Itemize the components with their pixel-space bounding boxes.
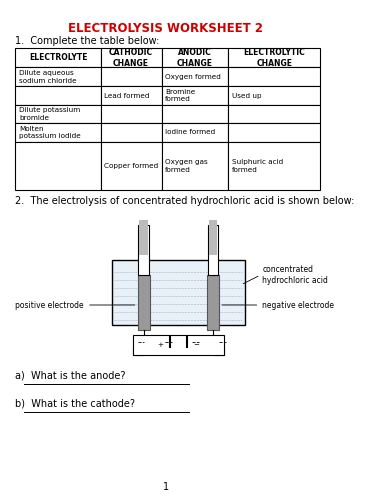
Text: CATHODIC
CHANGE: CATHODIC CHANGE (109, 48, 153, 68)
Text: Lead formed: Lead formed (104, 92, 150, 98)
Bar (229, 105, 320, 124)
Bar (162, 48, 229, 67)
Text: −: − (193, 342, 199, 348)
Bar (101, 124, 162, 142)
Text: Oxygen gas
formed: Oxygen gas formed (165, 159, 208, 172)
Text: b)  What is the cathode?: b) What is the cathode? (15, 398, 135, 408)
Bar (137, 275, 150, 330)
Text: positive electrode: positive electrode (15, 300, 135, 310)
Bar (133, 335, 223, 355)
Bar (229, 67, 320, 86)
Text: Molten
potassium iodide: Molten potassium iodide (19, 126, 81, 139)
Text: Oxygen formed: Oxygen formed (165, 74, 221, 80)
Text: +: + (157, 342, 163, 348)
Text: 1.  Complete the table below:: 1. Complete the table below: (15, 36, 160, 46)
Bar (162, 124, 229, 142)
Text: negative electrode: negative electrode (222, 300, 334, 310)
Bar (229, 48, 320, 67)
Text: a)  What is the anode?: a) What is the anode? (15, 370, 126, 380)
Bar (229, 142, 320, 190)
Text: ELECTROLYTE: ELECTROLYTE (29, 53, 87, 62)
Text: ELECTROLYSIS WORKSHEET 2: ELECTROLYSIS WORKSHEET 2 (68, 22, 263, 35)
Bar (15, 67, 101, 86)
Bar (15, 124, 101, 142)
Bar (101, 67, 162, 86)
Text: concentrated
hydrochloric acid: concentrated hydrochloric acid (262, 264, 328, 285)
Bar (101, 105, 162, 124)
Bar (229, 86, 320, 105)
Bar (162, 67, 229, 86)
Bar (139, 225, 149, 275)
Bar (101, 48, 162, 67)
Bar (15, 86, 101, 105)
Bar (101, 142, 162, 190)
Bar (162, 142, 229, 190)
Text: Dilute potassium
bromide: Dilute potassium bromide (19, 108, 80, 121)
Text: ELECTROLYTIC
CHANGE: ELECTROLYTIC CHANGE (243, 48, 305, 68)
Bar (139, 220, 148, 255)
Bar (209, 220, 217, 255)
Bar (101, 86, 162, 105)
Text: Copper formed: Copper formed (104, 163, 158, 169)
Bar (229, 124, 320, 142)
Bar (162, 86, 229, 105)
Bar (15, 48, 101, 67)
Text: Bromine
formed: Bromine formed (165, 89, 195, 102)
Bar (162, 105, 229, 124)
Bar (15, 105, 101, 124)
Text: 1: 1 (163, 482, 169, 492)
Bar (208, 225, 218, 275)
Text: Dilute aqueous
sodium chloride: Dilute aqueous sodium chloride (19, 70, 76, 84)
Text: Used up: Used up (232, 92, 262, 98)
Text: 2.  The electrolysis of concentrated hydrochloric acid is shown below:: 2. The electrolysis of concentrated hydr… (15, 196, 355, 206)
Bar (112, 260, 245, 325)
Text: ANODIC
CHANGE: ANODIC CHANGE (177, 48, 213, 68)
Text: Iodine formed: Iodine formed (165, 130, 215, 136)
Bar (15, 142, 101, 190)
Bar (207, 275, 219, 330)
Text: Sulphuric acid
formed: Sulphuric acid formed (232, 159, 283, 172)
